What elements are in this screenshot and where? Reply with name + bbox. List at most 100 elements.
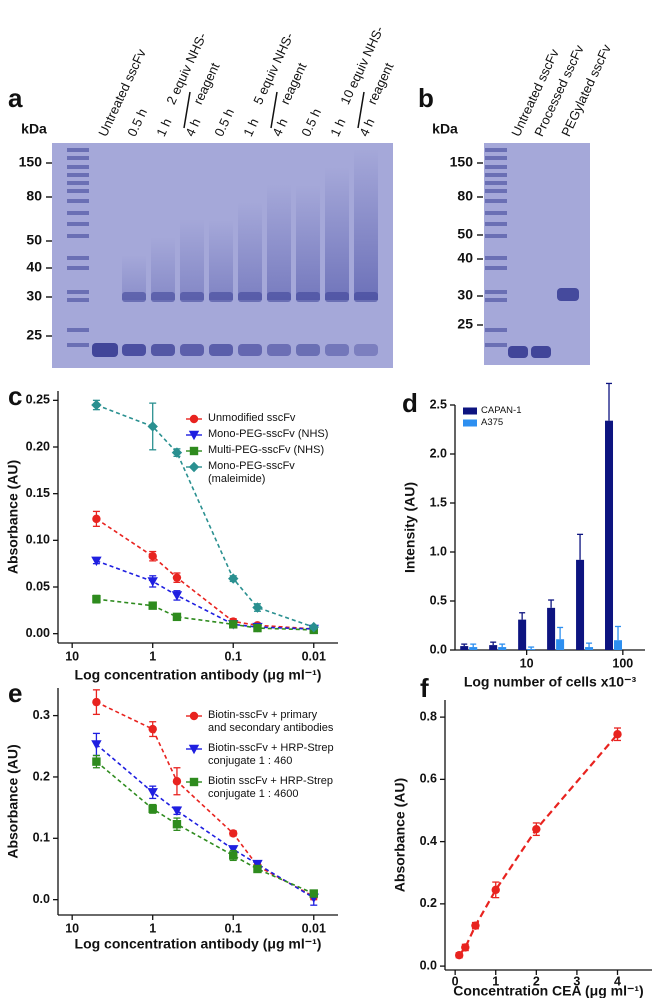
data-point: [309, 889, 318, 898]
ladder-band: [485, 173, 507, 177]
ladder-band: [67, 211, 89, 215]
data-point: [308, 621, 319, 633]
data-point: [172, 612, 182, 622]
data-point: [91, 740, 102, 750]
protein-band: [209, 292, 233, 302]
data-point: [229, 851, 238, 860]
data-point: [147, 577, 158, 587]
y-axis-title: Absorbance (AU): [392, 778, 408, 892]
y-tick-label: 0.6: [420, 772, 437, 786]
x-tick-label: 0.01: [302, 921, 326, 935]
y-tick-label: 0.4: [420, 834, 437, 848]
data-point: [148, 552, 157, 561]
unit-label: kDa: [432, 121, 458, 137]
bar: [527, 649, 536, 650]
ladder-band: [485, 189, 507, 193]
ladder-band: [67, 148, 89, 152]
legend-label: Biotin-sscFv + primary and secondary ant…: [208, 709, 334, 734]
ladder-band: [485, 222, 507, 226]
lane-label: 1 h: [240, 116, 261, 139]
ladder-band: [485, 298, 507, 302]
marker-label: 40: [457, 250, 473, 266]
y-tick-label: 2.5: [430, 397, 447, 411]
bar: [469, 647, 478, 650]
protein-band: [209, 344, 233, 356]
data-point: [229, 829, 238, 838]
x-tick-label: 2: [533, 974, 540, 988]
marker-label: 150: [450, 154, 474, 170]
y-tick-label: 0.1: [33, 831, 50, 845]
bar: [585, 647, 594, 650]
ladder-band: [67, 298, 89, 302]
protein-band: [354, 292, 378, 302]
protein-band: [122, 292, 146, 302]
data-point: [228, 845, 239, 855]
x-tick-label: 4: [614, 974, 621, 988]
y-tick-label: 0.8: [420, 709, 437, 723]
data-point: [147, 788, 158, 798]
marker-label: 80: [26, 188, 42, 204]
x-tick-label: 0.1: [225, 649, 242, 663]
data-point: [148, 601, 157, 610]
lane-label: 0.5 h: [298, 106, 324, 139]
marker-label: 30: [26, 288, 42, 304]
lane-label: 0.5 h: [124, 106, 150, 139]
y-tick-label: 0.0: [33, 892, 50, 906]
x-tick-label: 10: [65, 921, 79, 935]
legend-label: Biotin-sscFv + HRP-Strep conjugate 1 : 4…: [208, 742, 334, 767]
smear: [209, 220, 233, 300]
y-tick-label: 0.0: [420, 958, 437, 972]
protein-band: [325, 344, 349, 356]
ladder-band: [485, 199, 507, 203]
series-line: [95, 518, 314, 630]
protein-band: [238, 292, 262, 302]
data-point: [92, 697, 101, 707]
marker-label: 40: [26, 259, 42, 275]
panel-letter: f: [420, 673, 429, 703]
protein-band: [296, 344, 320, 356]
smear: [296, 185, 320, 300]
protein-band: [325, 292, 349, 302]
marker-label: 30: [457, 287, 473, 303]
protein-band: [557, 288, 579, 301]
data-point: [91, 556, 102, 567]
data-point: [92, 514, 101, 524]
x-axis-title: Concentration CEA (μg ml⁻¹): [453, 983, 643, 998]
ladder-band: [67, 199, 89, 203]
ladder-band: [485, 256, 507, 260]
ladder-band: [67, 181, 89, 185]
ladder-band: [67, 266, 89, 270]
y-tick-label: 0.3: [33, 708, 50, 722]
data-point: [92, 757, 101, 766]
ladder-band: [67, 234, 89, 238]
marker-label: 25: [457, 316, 473, 332]
panel-letter: b: [418, 83, 434, 113]
y-tick-label: 0.05: [26, 579, 50, 593]
legend-label: CAPAN-1: [481, 405, 522, 416]
y-tick-label: 0.15: [26, 486, 50, 500]
ladder-band: [485, 290, 507, 294]
ladder-band: [485, 156, 507, 160]
bar: [498, 647, 507, 650]
ladder-band: [485, 165, 507, 169]
data-point: [253, 864, 262, 874]
series-line: [96, 701, 315, 898]
data-point: [532, 824, 541, 834]
y-axis-title: Absorbance (AU): [5, 744, 21, 858]
ladder-band: [485, 266, 507, 270]
protein-band: [267, 344, 291, 356]
lane-label: 1 h: [327, 116, 348, 139]
y-axis-title: Absorbance (AU): [5, 460, 21, 574]
bar: [576, 559, 585, 650]
data-point: [148, 804, 157, 814]
ladder-band: [67, 290, 89, 294]
data-point: [172, 777, 182, 786]
ladder-band: [67, 256, 89, 260]
ladder-band: [67, 328, 89, 332]
x-tick-label: 1: [149, 649, 156, 663]
legend-label: Biotin sscFv + HRP-Strep conjugate 1 : 4…: [208, 775, 334, 800]
series-line: [458, 733, 619, 956]
legend-marker: [189, 777, 199, 787]
x-tick-label: 0.1: [225, 921, 242, 935]
data-point: [91, 399, 102, 411]
